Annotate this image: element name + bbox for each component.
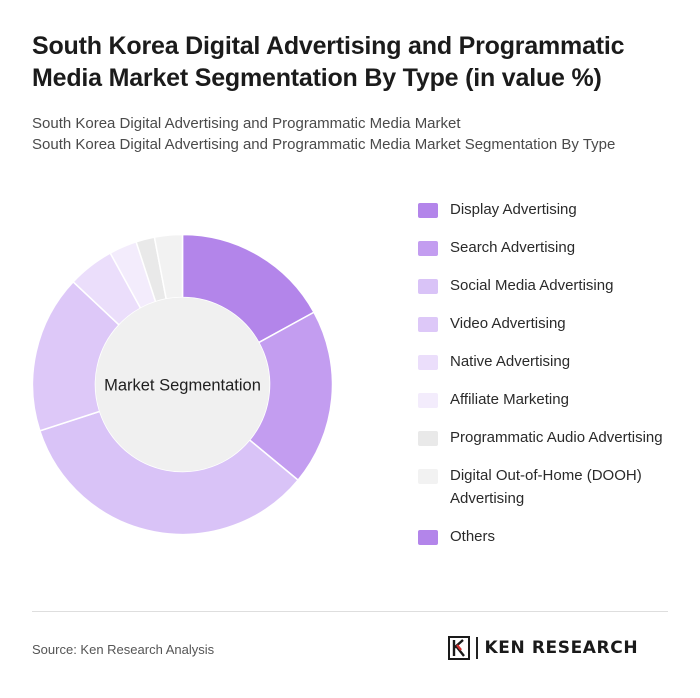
- legend-swatch: [418, 469, 438, 484]
- legend-label: Search Advertising: [450, 239, 576, 256]
- legend-item-video-advertising: Video Advertising: [418, 312, 688, 335]
- legend-item-native-advertising: Native Advertising: [418, 350, 688, 373]
- ken-research-logo-mark-icon: [448, 636, 470, 660]
- legend-label: Programmatic Audio Advertising: [450, 429, 663, 446]
- legend-item-display-advertising: Display Advertising: [418, 198, 688, 221]
- legend-item-digital-out-of-home-dooh-advertising: Digital Out-of-Home (DOOH) Advertising: [418, 464, 688, 510]
- donut-center: [95, 297, 270, 472]
- ken-research-logo: KEN RESEARCH: [448, 636, 638, 660]
- legend-item-search-advertising: Search Advertising: [418, 236, 688, 259]
- subtitle-line-2: South Korea Digital Advertising and Prog…: [32, 136, 616, 153]
- legend-swatch: [418, 393, 438, 408]
- legend-swatch: [418, 203, 438, 218]
- logo-separator: [476, 637, 478, 659]
- legend-swatch: [418, 241, 438, 256]
- chart-title: South Korea Digital Advertising and Prog…: [32, 32, 625, 92]
- footer-divider: [32, 611, 668, 612]
- source-note: Source: Ken Research Analysis: [32, 642, 215, 657]
- legend-label: Native Advertising: [450, 353, 571, 370]
- legend-swatch: [418, 431, 438, 446]
- legend: Display Advertising Search Advertising Soc…: [418, 198, 688, 548]
- legend-label: Social Media Advertising: [450, 277, 614, 294]
- legend-label: Digital Out-of-Home (DOOH) Advertising: [450, 467, 642, 507]
- legend-item-social-media-advertising: Social Media Advertising: [418, 274, 688, 297]
- legend-item-programmatic-audio-advertising: Programmatic Audio Advertising: [418, 426, 688, 449]
- legend-label: Display Advertising: [450, 201, 577, 218]
- legend-swatch: [418, 279, 438, 294]
- subtitle: South Korea Digital Advertising and Prog…: [32, 113, 682, 155]
- subtitle-line-1: South Korea Digital Advertising and Prog…: [32, 115, 461, 132]
- legend-item-others: Others: [418, 525, 688, 548]
- center-label: Market Segmentation: [104, 377, 261, 395]
- legend-item-affiliate-marketing: Affiliate Marketing: [418, 388, 688, 411]
- legend-label: Others: [450, 528, 496, 545]
- legend-swatch: [418, 317, 438, 332]
- legend-swatch: [418, 355, 438, 370]
- donut-chart: Market Segmentation: [31, 233, 334, 536]
- legend-label: Affiliate Marketing: [450, 391, 569, 408]
- legend-swatch: [418, 530, 438, 545]
- logo-text: KEN RESEARCH: [484, 638, 639, 658]
- legend-label: Video Advertising: [450, 315, 566, 332]
